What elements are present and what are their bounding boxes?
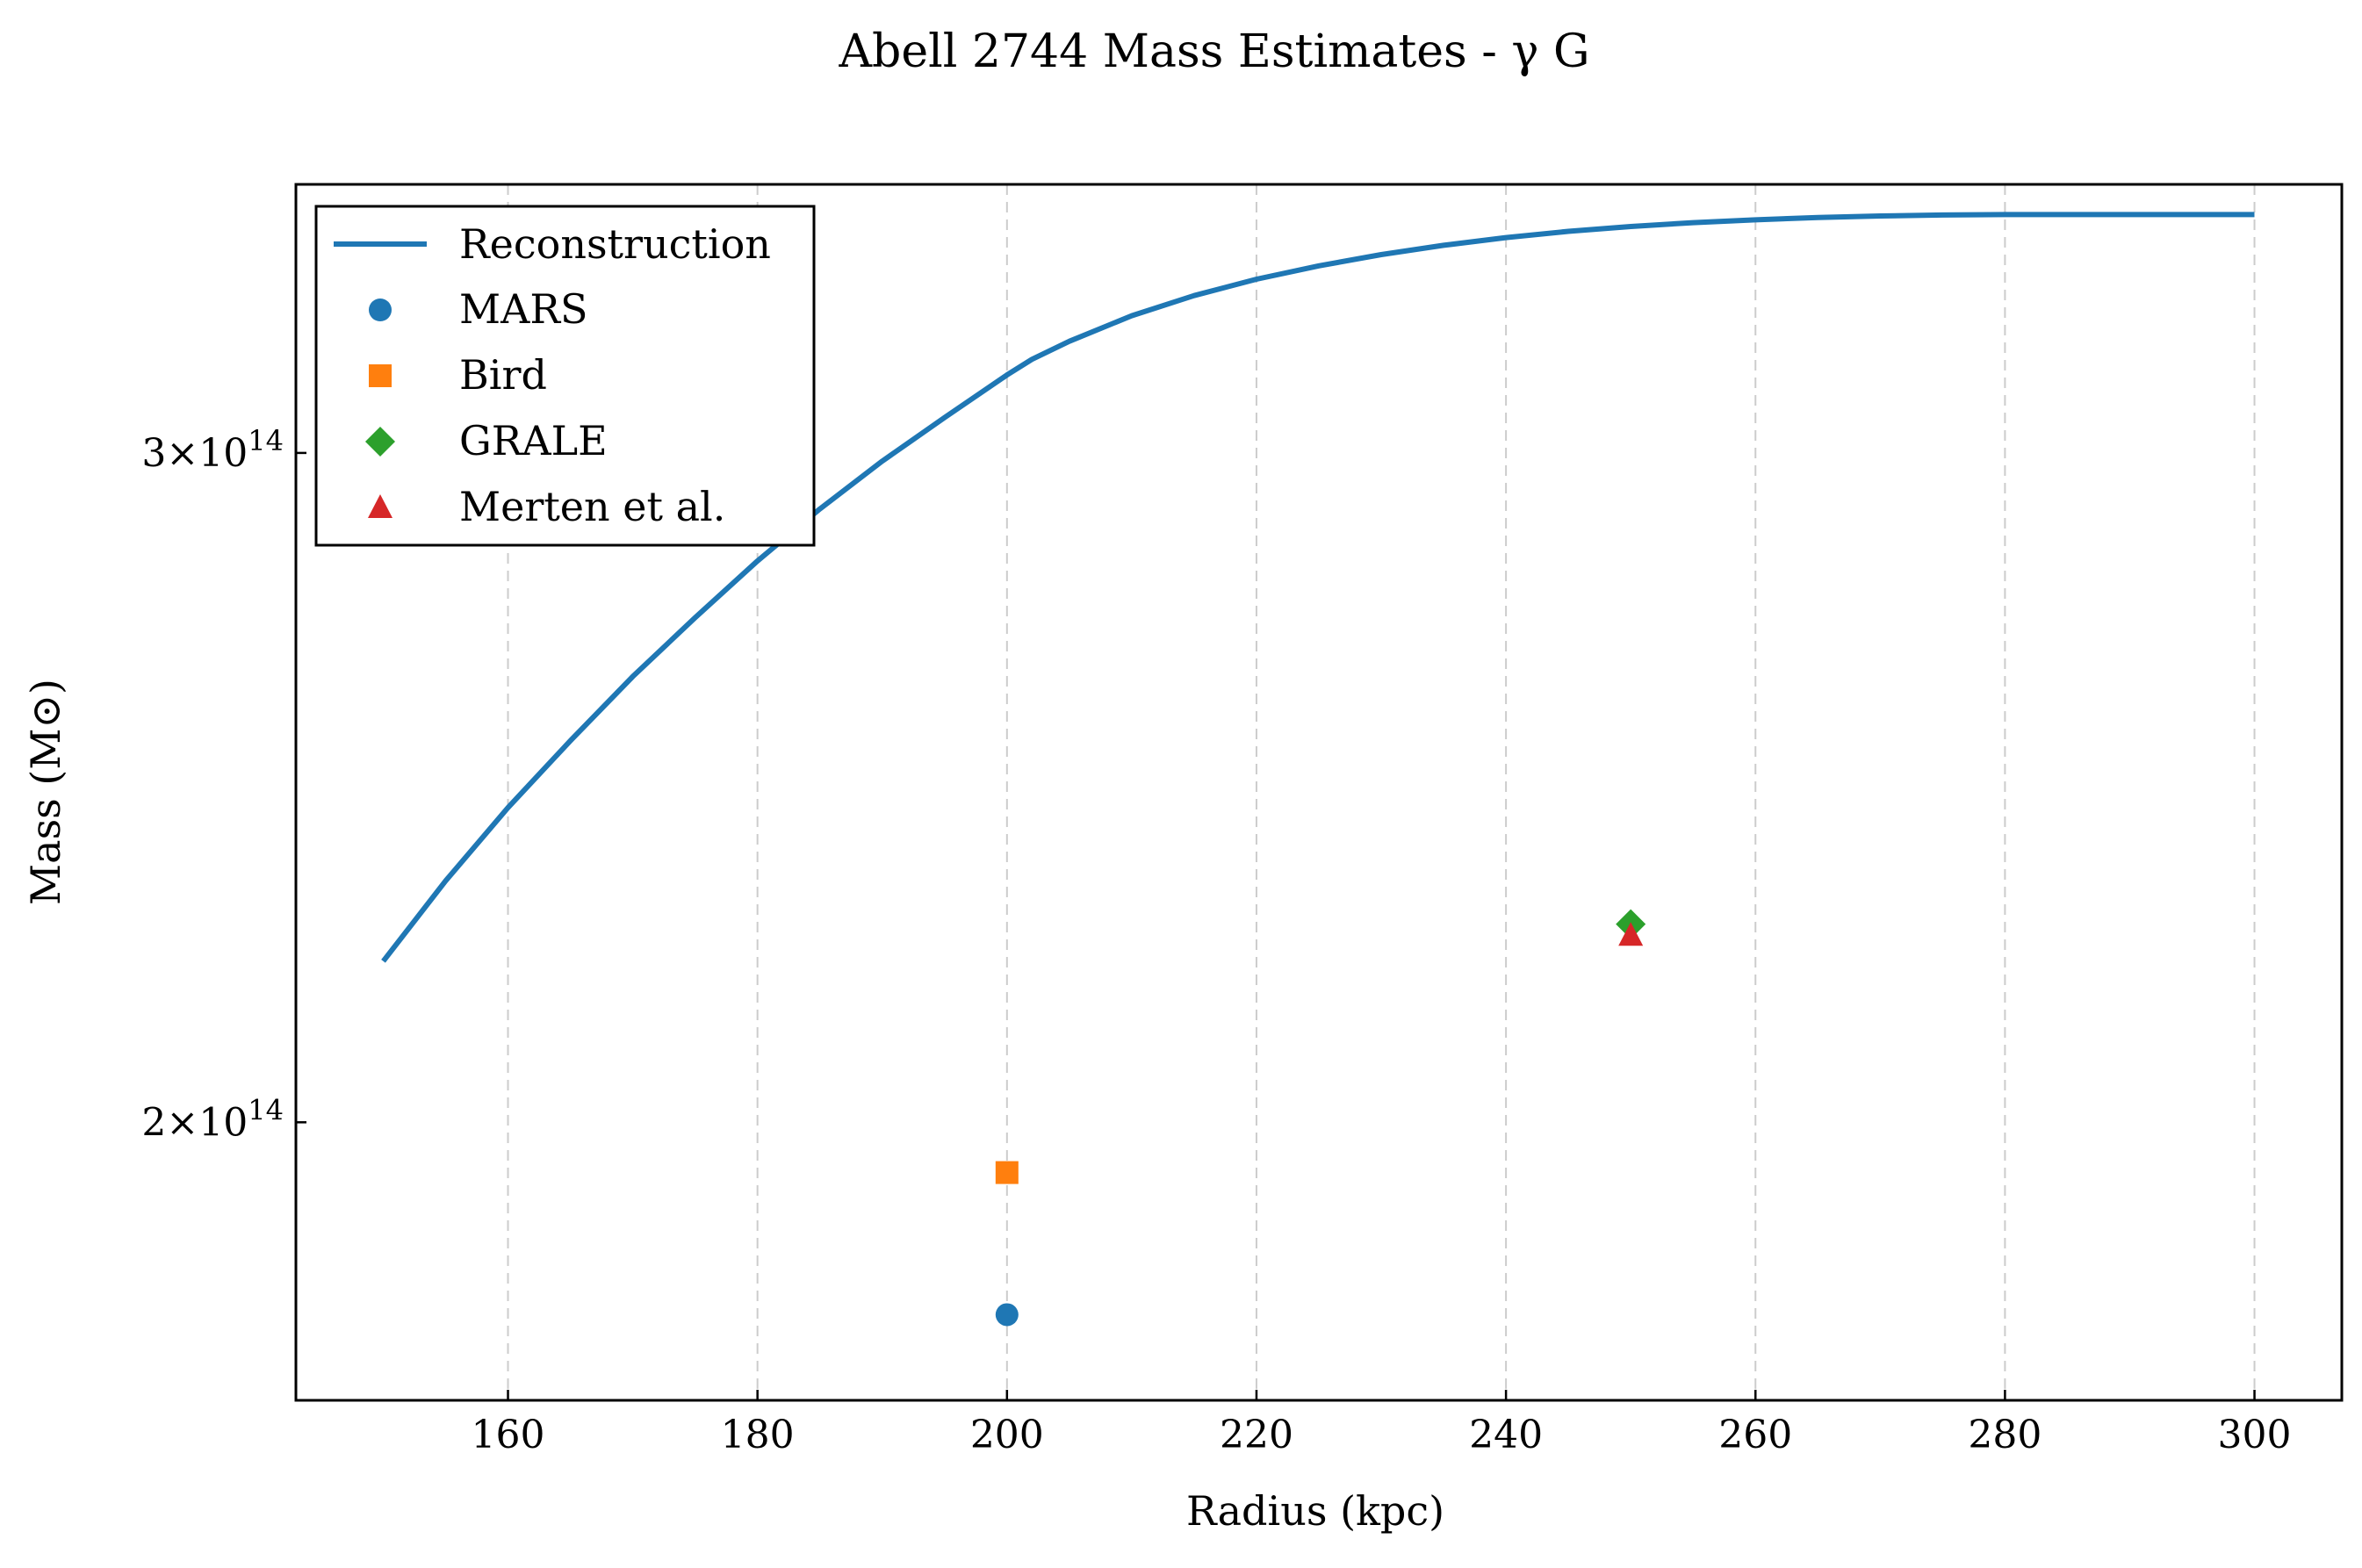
legend-swatch-merten-et-al [368,494,392,518]
legend-swatch-mars [369,298,392,321]
x-tick-label-180: 180 [721,1413,795,1457]
x-axis-label: Radius (kpc) [1186,1487,1444,1535]
x-tick-label-200: 200 [970,1413,1044,1457]
x-tick-label-260: 260 [1718,1413,1792,1457]
data-point-bird [995,1161,1019,1184]
series-layer [381,212,2255,1327]
legend-label-reconstruction: Reconstruction [459,220,771,268]
legend-label-merten-et-al: Merten et al. [459,483,725,530]
legend-swatch-bird [369,364,392,387]
series-line-reconstruction [381,212,2255,963]
x-tick-label-220: 220 [1220,1413,1293,1457]
x-tick-label-240: 240 [1469,1413,1543,1457]
y-tick-label-3e14: 3×1014 [141,424,284,476]
legend-label-bird: Bird [459,351,547,399]
legend-label-mars: MARS [459,285,587,333]
x-tick-label-280: 280 [1968,1413,2042,1457]
y-tick-label-2e14: 2×1014 [141,1093,284,1145]
legend-swatch-grale [365,427,395,457]
chart-title: Abell 2744 Mass Estimates - γ G [838,25,1589,78]
data-point-mars [995,1303,1019,1327]
y-axis-label: Mass (M⊙) [22,679,69,905]
legend: Reconstruction MARS Bird GRALE Merten et al. [314,205,816,547]
x-tick-label-160: 160 [472,1413,545,1457]
data-point-merten-et-al [1618,922,1644,946]
legend-label-grale: GRALE [459,417,608,464]
plot-area-frame [294,183,2344,1402]
legend-frame [314,205,816,547]
tick-layer: 160 180 200 220 240 260 280 300 3×1014 2×1014 [141,424,2291,1457]
x-tick-label-300: 300 [2218,1413,2292,1457]
